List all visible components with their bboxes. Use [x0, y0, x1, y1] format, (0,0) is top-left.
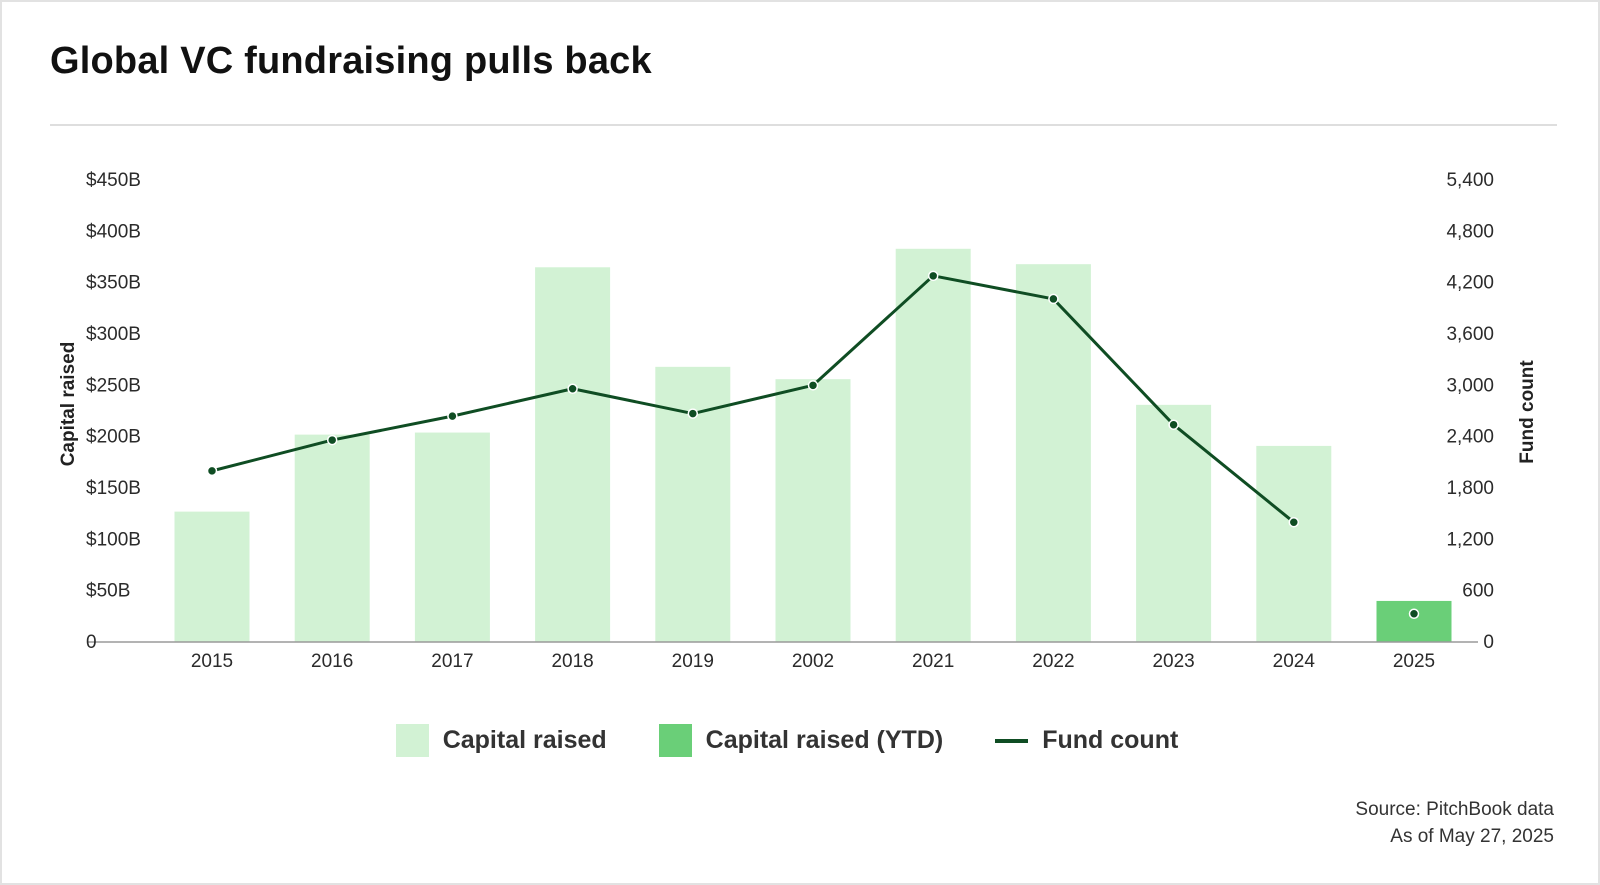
fund-count-point-2022 [1048, 293, 1059, 305]
left-tick-label: $400B [86, 221, 141, 242]
legend-item-capital-raised: Capital raised [395, 724, 607, 757]
right-tick-label: 3,000 [1446, 375, 1494, 396]
fund-count-point-2021 [927, 270, 939, 282]
as-of-date: As of May 27, 2025 [1390, 826, 1554, 847]
left-tick-label: $350B [86, 273, 141, 294]
right-tick-label: 1,200 [1446, 529, 1494, 550]
legend-swatch-fund-count [995, 738, 1029, 743]
left-tick-label: $150B [86, 478, 141, 499]
bar-2018 [535, 267, 611, 642]
legend: Capital raised Capital raised (YTD) Fund… [2, 724, 1600, 757]
right-tick-label: 4,200 [1446, 273, 1494, 294]
x-axis-ticks: 2015 2016 2017 2018 2019 2002 2021 2022 2023 2024… [191, 651, 1435, 672]
bar-2024 [1256, 445, 1332, 642]
bar-2017 [414, 432, 490, 642]
x-tick-label: 2021 [912, 651, 954, 672]
fund-count-point-2019 [687, 408, 699, 419]
left-tick-label: $300B [86, 324, 141, 345]
right-tick-label: 600 [1462, 581, 1494, 602]
right-tick-label: 1,800 [1446, 478, 1494, 499]
x-tick-label: 2022 [1032, 651, 1074, 672]
x-tick-label: 2016 [311, 651, 353, 672]
legend-item-fund-count: Fund count [995, 726, 1178, 755]
bar-2025 [1376, 600, 1452, 642]
source-note: Source: PitchBook data As of May 27, 202… [1355, 796, 1554, 850]
legend-swatch-capital-raised-ytd [658, 724, 692, 757]
fund-count-point-2002 [807, 380, 819, 391]
x-tick-label: 2023 [1152, 651, 1194, 672]
fund-count-point-2015 [206, 465, 218, 477]
fund-count-point-2018 [567, 383, 578, 395]
x-tick-label: 2025 [1393, 651, 1435, 672]
bar-2002 [775, 379, 851, 642]
left-tick-label: $100B [86, 529, 141, 550]
fund-count-point-2024 [1288, 516, 1300, 528]
bar-2021 [895, 248, 971, 642]
fund-count-point-2017 [447, 410, 458, 422]
left-tick-label: 0 [86, 632, 97, 653]
fund-count-line [211, 274, 1295, 524]
title-divider [50, 124, 1557, 126]
legend-item-capital-raised-ytd: Capital raised (YTD) [658, 724, 944, 757]
chart-plot: 0 $50B $100B $150B $200B $250B $300B $350B $400B… [58, 170, 1538, 672]
right-axis-ticks: 0 600 1,200 1,800 2,400 3,000 3,600 4,200 4,800 5… [1446, 170, 1494, 653]
right-tick-label: 2,400 [1446, 427, 1494, 448]
bar-2015 [174, 511, 250, 642]
legend-label: Capital raised (YTD) [705, 726, 944, 754]
fund-count-point-2023 [1168, 419, 1179, 430]
bar-2022 [1015, 264, 1091, 642]
right-tick-label: 4,800 [1446, 221, 1494, 242]
left-tick-label: $450B [86, 170, 141, 191]
fund-count-line-layer [206, 270, 1420, 620]
x-tick-label: 2015 [191, 651, 233, 672]
bar-2016 [294, 434, 370, 642]
bar-2023 [1136, 404, 1212, 642]
left-tick-label: $50B [86, 581, 130, 602]
fund-count-point-2016 [326, 434, 338, 446]
right-tick-label: 3,600 [1446, 324, 1494, 345]
x-tick-label: 2018 [551, 651, 593, 672]
legend-label: Capital raised [442, 726, 607, 754]
legend-swatch-capital-raised [395, 724, 429, 757]
bar-layer [174, 248, 1452, 642]
source-text: Source: PitchBook data [1355, 799, 1554, 820]
right-tick-label: 5,400 [1446, 170, 1494, 191]
x-tick-label: 2002 [792, 651, 834, 672]
left-tick-label: $250B [86, 375, 141, 396]
x-tick-label: 2024 [1273, 651, 1316, 672]
fund-count-point-2025 [1408, 608, 1420, 620]
x-tick-label: 2019 [672, 651, 714, 672]
chart-title: Global VC fundraising pulls back [50, 40, 652, 82]
right-axis-title: Fund count [1517, 360, 1538, 464]
left-axis-ticks: 0 $50B $100B $150B $200B $250B $300B $350B $400B… [86, 170, 141, 653]
x-tick-label: 2017 [431, 651, 473, 672]
left-tick-label: $200B [86, 427, 141, 448]
right-tick-label: 0 [1483, 632, 1494, 653]
legend-label: Fund count [1042, 726, 1179, 754]
left-axis-title: Capital raised [58, 342, 79, 467]
